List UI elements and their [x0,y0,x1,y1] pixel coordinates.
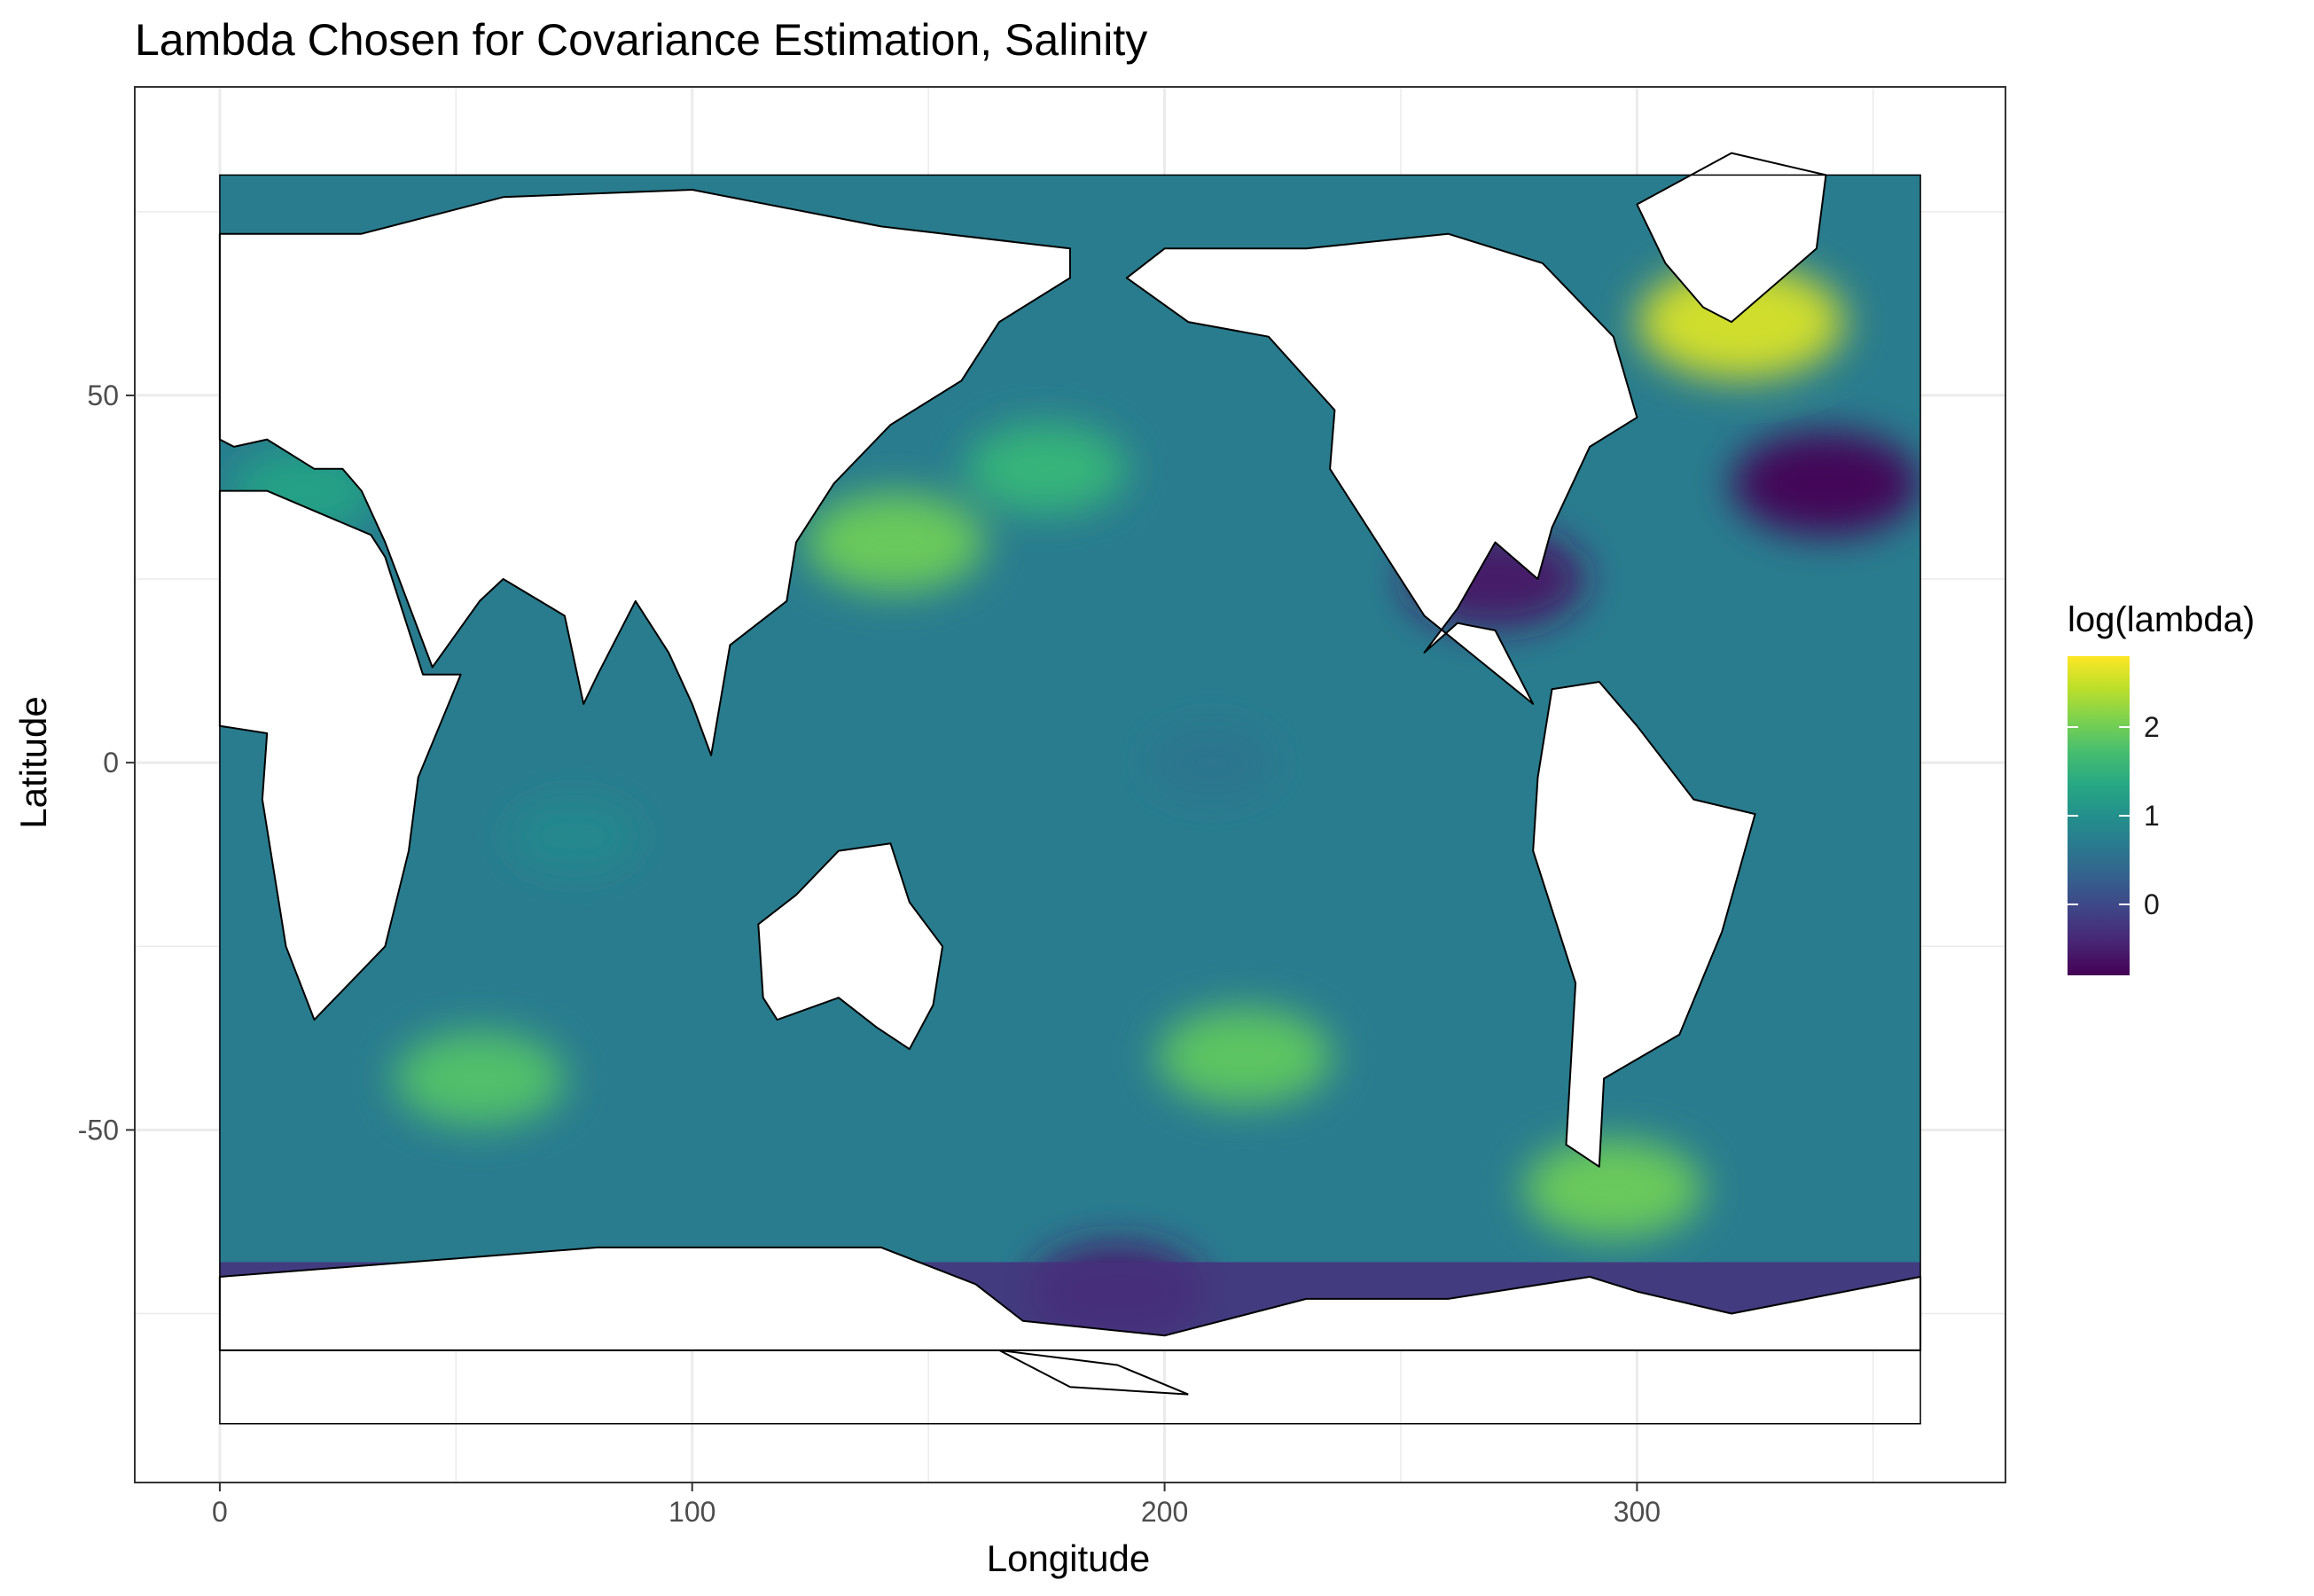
data-extent-box [219,174,1921,1425]
land-masses [218,152,1922,1396]
panel-border [134,86,2006,1483]
color-legend: log(lambda) 0 1 2 [2068,600,2255,975]
legend-tick-label: 2 [2144,711,2160,743]
y-tick-label: 0 [103,747,119,778]
continent-africa [218,489,462,1021]
heatmap-cell [1157,1007,1333,1106]
heatmap-cell [805,492,986,592]
y-axis-title: Latitude [12,696,54,828]
heatmap-cell [509,800,639,872]
continent-australia [757,842,944,1051]
y-tick-label: 50 [87,379,119,411]
plot-panel [134,86,2006,1483]
x-axis-title: Longitude [987,1537,1151,1579]
heatmap-cell [1638,264,1844,379]
continent-eurasia [218,189,1071,756]
x-tick-label: 100 [668,1496,715,1528]
antarctica-ross-shelf [998,1349,1189,1396]
greenland [1636,152,1827,324]
heatmap-cell [1523,1138,1703,1239]
heatmap-cell [965,424,1128,514]
continent-north-america [1125,232,1638,705]
x-tick-label: 200 [1141,1496,1188,1528]
legend-title: log(lambda) [2068,600,2255,639]
continent-south-america [1532,681,1756,1168]
heatmap-cell [1148,727,1275,798]
heatmap-cell [1732,431,1920,536]
chart-title: Lambda Chosen for Covariance Estimation,… [135,15,1147,65]
legend-tick-label: 0 [2144,888,2160,920]
heatmap-cell [394,1030,566,1126]
x-tick-label: 0 [212,1496,228,1528]
y-tick-label: -50 [78,1114,119,1146]
legend-tick-label: 1 [2144,800,2160,832]
x-tick-label: 300 [1614,1496,1661,1528]
